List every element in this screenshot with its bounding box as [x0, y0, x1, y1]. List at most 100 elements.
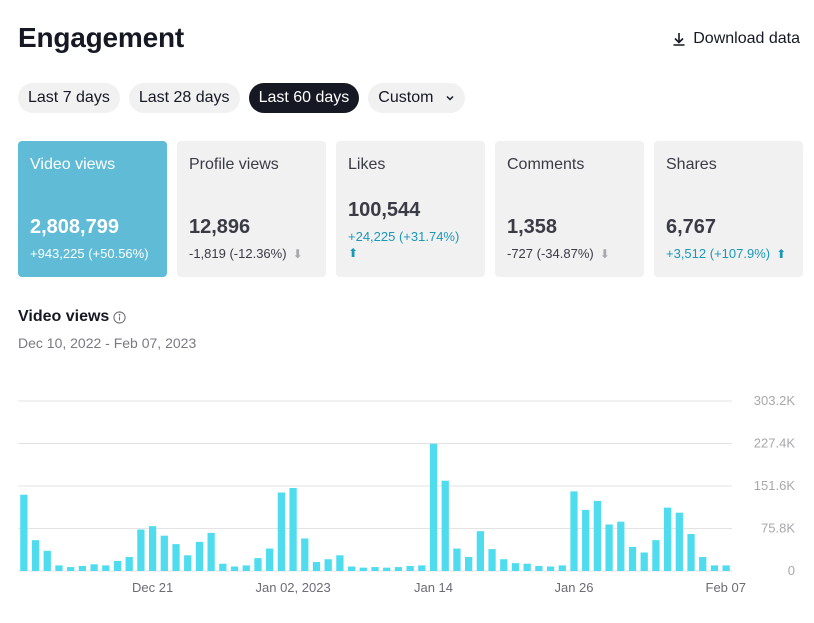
bar[interactable]	[277, 492, 285, 572]
bar[interactable]	[266, 548, 274, 571]
bar[interactable]	[687, 533, 695, 571]
bar[interactable]	[453, 548, 461, 571]
y-tick-label: 303.2K	[754, 393, 796, 408]
x-tick-label: Dec 21	[132, 580, 173, 595]
chart-section-title: Video views	[18, 308, 126, 326]
x-tick-label: Jan 14	[414, 580, 453, 595]
bar[interactable]	[500, 559, 508, 571]
bar[interactable]	[172, 544, 180, 571]
bar[interactable]	[67, 567, 75, 571]
metric-value: 2,808,799	[30, 216, 119, 238]
bar[interactable]	[242, 565, 250, 571]
info-icon[interactable]	[113, 310, 126, 324]
metric-cards: Video views 2,808,799 +943,225 (+50.56%)…	[18, 141, 803, 277]
bar[interactable]	[570, 491, 578, 571]
metric-value: 100,544	[348, 199, 421, 221]
bar[interactable]	[184, 555, 192, 571]
metric-label: Comments	[507, 156, 585, 173]
bar[interactable]	[207, 532, 215, 571]
bar[interactable]	[102, 565, 110, 571]
bar[interactable]	[336, 555, 344, 571]
chevron-down-icon	[446, 95, 454, 101]
metric-change-text: -727 (-34.87%)	[507, 246, 594, 261]
bar[interactable]	[383, 567, 391, 571]
metric-label: Video views	[30, 156, 116, 173]
metric-change-text: +943,225 (+50.56%)	[30, 246, 149, 261]
bar[interactable]	[20, 494, 28, 571]
bar[interactable]	[429, 443, 438, 571]
bar[interactable]	[476, 531, 484, 571]
bar[interactable]	[710, 565, 719, 571]
bar[interactable]	[511, 563, 520, 571]
bar[interactable]	[441, 480, 449, 571]
metric-card-likes[interactable]: Likes 100,544 +24,225 (+31.74%) ⬆	[336, 141, 485, 277]
metric-change-text: +3,512 (+107.9%)	[666, 246, 771, 261]
download-icon	[673, 33, 685, 46]
bar[interactable]	[55, 565, 63, 571]
bar[interactable]	[535, 565, 543, 571]
page-title: Engagement	[18, 22, 185, 53]
bar[interactable]	[113, 560, 122, 571]
bar[interactable]	[289, 488, 297, 571]
bar[interactable]	[722, 565, 730, 571]
metric-change: -1,819 (-12.36%) ⬇	[189, 246, 303, 261]
bar[interactable]	[605, 524, 613, 571]
bar[interactable]	[160, 535, 168, 571]
filter-last-7-days[interactable]: Last 7 days	[18, 83, 120, 113]
x-tick-label: Jan 02, 2023	[256, 580, 331, 595]
bar[interactable]	[125, 556, 133, 571]
bar[interactable]	[465, 556, 473, 571]
bar[interactable]	[312, 562, 321, 571]
metric-label: Shares	[666, 156, 717, 173]
bar[interactable]	[254, 558, 262, 571]
filter-label: Custom	[378, 89, 434, 106]
filter-label: Last 28 days	[138, 89, 230, 106]
bar[interactable]	[406, 565, 414, 571]
bar[interactable]	[301, 538, 309, 571]
bar[interactable]	[324, 559, 332, 571]
bar[interactable]	[523, 563, 531, 571]
bar[interactable]	[43, 550, 51, 571]
bar[interactable]	[582, 509, 590, 571]
metric-value: 6,767	[666, 216, 717, 238]
bar[interactable]	[628, 546, 637, 571]
download-data-label: Download data	[693, 30, 800, 47]
bar[interactable]	[652, 540, 660, 571]
arrow-up-icon: ⬆	[348, 246, 359, 260]
bar[interactable]	[663, 507, 672, 571]
filter-last-60-days[interactable]: Last 60 days	[248, 83, 360, 113]
metric-value: 12,896	[189, 216, 251, 238]
bar[interactable]	[394, 567, 403, 571]
bar[interactable]	[230, 566, 239, 571]
bar[interactable]	[546, 566, 555, 571]
bar[interactable]	[31, 540, 40, 571]
bar[interactable]	[195, 541, 204, 571]
bar[interactable]	[558, 565, 566, 571]
bar[interactable]	[418, 565, 426, 571]
arrow-down-icon: ⬇	[599, 246, 610, 261]
filter-custom-dropdown[interactable]: Custom	[368, 83, 466, 113]
bar[interactable]	[371, 567, 379, 571]
bar[interactable]	[640, 552, 648, 572]
bar[interactable]	[219, 563, 227, 571]
bar[interactable]	[675, 512, 683, 571]
bar[interactable]	[593, 500, 602, 571]
y-tick-label: 227.4K	[754, 436, 796, 451]
bar[interactable]	[347, 566, 356, 571]
bar[interactable]	[78, 565, 87, 571]
bar[interactable]	[359, 567, 367, 571]
metric-card-profile-views[interactable]: Profile views 12,896 -1,819 (-12.36%) ⬇	[177, 141, 326, 277]
metric-card-video-views[interactable]: Video views 2,808,799 +943,225 (+50.56%)	[18, 141, 167, 277]
date-filter-group: Last 7 days Last 28 days Last 60 days Cu…	[18, 83, 466, 113]
chart-title: Video views	[18, 308, 110, 325]
bar[interactable]	[137, 529, 145, 571]
download-data-button[interactable]: Download data	[671, 30, 800, 48]
bar[interactable]	[90, 564, 98, 571]
bar[interactable]	[617, 521, 625, 571]
bar[interactable]	[699, 556, 707, 571]
bar[interactable]	[488, 549, 496, 571]
metric-card-comments[interactable]: Comments 1,358 -727 (-34.87%) ⬇	[495, 141, 644, 277]
metric-card-shares[interactable]: Shares 6,767 +3,512 (+107.9%) ⬆	[654, 141, 803, 277]
filter-last-28-days[interactable]: Last 28 days	[128, 83, 240, 113]
bar[interactable]	[148, 526, 157, 571]
